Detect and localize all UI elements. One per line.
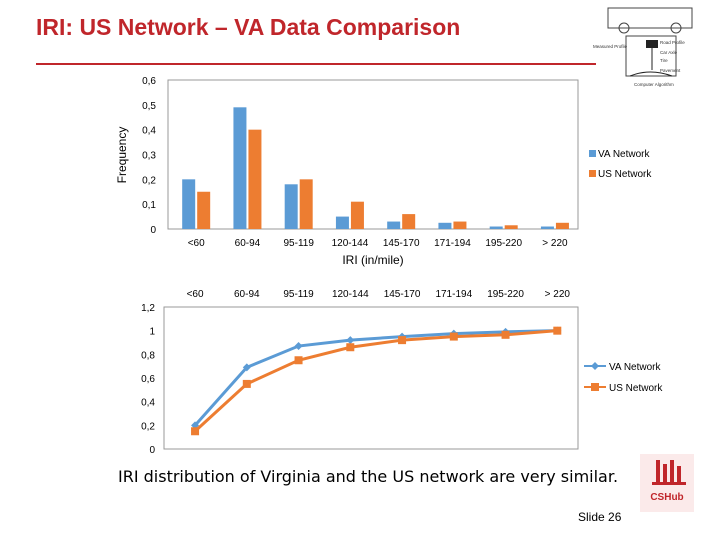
bar-mark <box>197 191 211 229</box>
wheel-shape <box>618 22 630 34</box>
road-profile-line <box>629 71 673 77</box>
bar-x-tick-label: <60 <box>188 238 205 249</box>
line-point <box>346 336 355 345</box>
cshub-logo-icon: CSHub <box>640 454 694 512</box>
line-point <box>398 336 407 345</box>
bar-mark <box>350 201 364 229</box>
legend-label: US Network <box>598 169 652 180</box>
line-x-tick-label: > 220 <box>545 289 571 300</box>
bar-y-tick-label: 0 <box>150 225 156 236</box>
line-point <box>294 356 303 365</box>
legend-label: VA Network <box>609 362 661 373</box>
line-y-tick-label: 0,4 <box>141 398 155 409</box>
bar-mark <box>233 107 247 229</box>
car-outline <box>607 7 693 29</box>
logo-mark <box>652 460 686 485</box>
legend-label: US Network <box>609 383 663 394</box>
bar-chart: 0 0,1 0,2 0,3 0,4 0,5 0,6 <60 60-94 95-119 120-14… <box>115 76 652 267</box>
bar-mark <box>453 221 467 229</box>
bar-mark <box>438 222 452 229</box>
series-line <box>194 329 558 433</box>
logo-label: Pavement <box>660 68 681 73</box>
legend-swatch <box>589 150 596 157</box>
bar-mark <box>402 214 416 229</box>
line-x-tick-label: 145-170 <box>384 289 421 300</box>
line-point <box>242 363 251 372</box>
series-line <box>193 329 558 427</box>
bar-y-tick-label: 0,1 <box>142 200 156 211</box>
line-x-tick-label: 60-94 <box>234 289 260 300</box>
line-point <box>242 379 251 388</box>
bar-y-tick-label: 0,6 <box>142 76 156 87</box>
line-point <box>501 330 510 339</box>
title-divider <box>36 63 596 65</box>
line-x-tick-label: 120-144 <box>332 289 369 300</box>
legend-marker <box>591 362 599 370</box>
logo-label: Computer Algorithm <box>634 82 674 87</box>
bar-x-tick-label: 120-144 <box>332 238 369 249</box>
bar-x-tick-label: 171-194 <box>434 238 471 249</box>
wheel-shape <box>670 22 682 34</box>
legend-label: VA Network <box>598 149 650 160</box>
line-y-tick-label: 0 <box>149 445 155 456</box>
bar-mark <box>299 179 313 229</box>
bar-x-tick-label: 195-220 <box>485 238 522 249</box>
line-x-tick-label: <60 <box>187 289 204 300</box>
bar-x-axis-label: IRI (in/mile) <box>342 253 403 267</box>
line-chart: 0 0,2 0,4 0,6 0,8 1 1,2 <60 60-94 95-119 120-144 1… <box>141 289 663 456</box>
logo-label: Measured Profile <box>593 44 628 49</box>
bar-mark <box>555 222 569 229</box>
bar-mark <box>387 221 401 229</box>
page-title: IRI: US Network – VA Data Comparison <box>36 14 461 40</box>
slide-number: Slide 26 <box>578 510 622 524</box>
line-x-tick-label: 171-194 <box>435 289 472 300</box>
bar-y-tick-label: 0,5 <box>142 101 156 112</box>
bar-mark <box>540 226 554 229</box>
slide-caption: IRI distribution of Virginia and the US … <box>118 467 619 486</box>
line-y-tick-label: 0,8 <box>141 350 155 361</box>
line-x-tick-label: 195-220 <box>487 289 524 300</box>
line-point <box>294 342 303 351</box>
logo-label: Tire <box>660 58 668 63</box>
bar-y-tick-label: 0,4 <box>142 126 156 137</box>
logo-label: Road Profile <box>660 40 685 45</box>
line-plot-frame <box>163 306 579 450</box>
line-point <box>191 427 200 436</box>
diagram-frame <box>625 35 677 77</box>
bar-y-axis-label: Frequency <box>115 127 129 184</box>
bar-mark <box>504 225 518 229</box>
bar-mark <box>182 179 196 229</box>
legend-swatch <box>589 170 596 177</box>
bar-x-tick-label: 95-119 <box>283 238 314 249</box>
bar-x-tick-label: > 220 <box>542 238 568 249</box>
bar-y-tick-label: 0,3 <box>142 151 156 162</box>
legend-marker <box>591 383 599 391</box>
line-y-tick-label: 1 <box>149 327 155 338</box>
bar-mark <box>489 226 503 229</box>
vehicle-profiler-diagram-icon: Measured Profile Road Profile Car Axle T… <box>593 7 693 87</box>
line-point <box>553 326 562 335</box>
line-point <box>449 332 458 341</box>
line-x-tick-label: 95-119 <box>283 289 314 300</box>
bar-mark <box>335 216 349 229</box>
line-point <box>346 343 355 352</box>
bar-plot-frame <box>167 79 579 230</box>
line-y-tick-label: 0,2 <box>141 421 155 432</box>
bar-x-tick-label: 145-170 <box>383 238 420 249</box>
bar-y-tick-label: 0,2 <box>142 175 156 186</box>
bar-mark <box>248 129 262 229</box>
logo-label: Car Axle <box>660 50 678 55</box>
line-y-tick-label: 1,2 <box>141 303 155 314</box>
bar-mark <box>284 184 298 229</box>
logo-text: CSHub <box>650 492 683 503</box>
line-y-tick-label: 0,6 <box>141 374 155 385</box>
sensor-block <box>646 40 658 48</box>
bar-x-tick-label: 60-94 <box>235 238 261 249</box>
